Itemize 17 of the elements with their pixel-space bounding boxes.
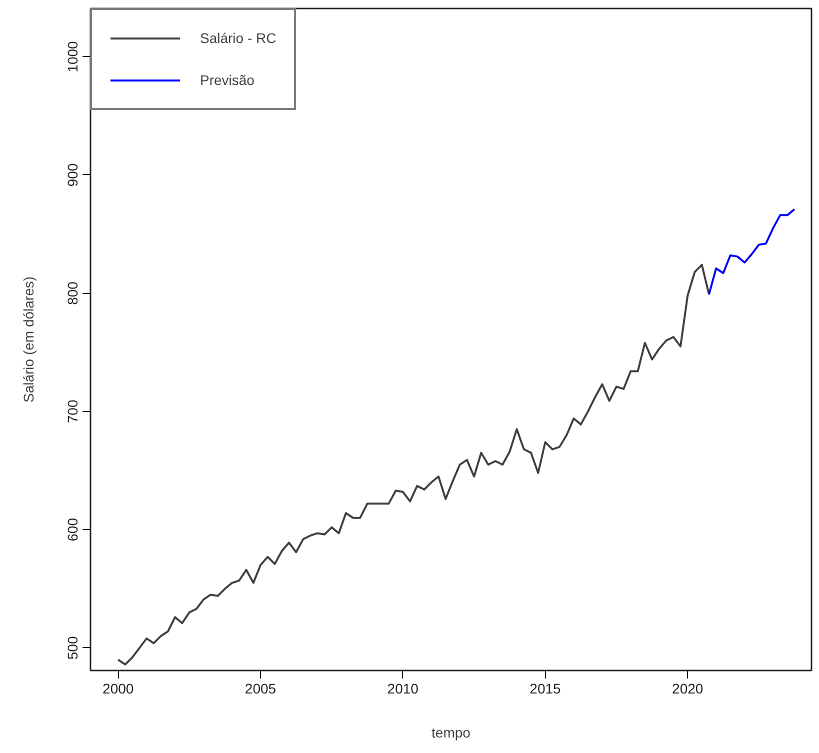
y-tick-label: 700 [64, 400, 80, 424]
y-tick-label: 500 [64, 636, 80, 660]
y-tick-label: 600 [64, 518, 80, 542]
y-tick-label: 1000 [64, 40, 80, 72]
x-axis-title: tempo [432, 724, 471, 740]
y-axis-title: Salário (em dólares) [20, 276, 36, 403]
legend-label: Previsão [200, 72, 254, 88]
x-tick-label: 2015 [530, 680, 562, 696]
line-series [117, 264, 710, 666]
line-series [708, 208, 796, 296]
y-tick-label: 900 [64, 163, 80, 187]
x-tick-label: 2010 [387, 680, 419, 696]
legend-label: Salário - RC [200, 30, 276, 46]
y-tick-label: 800 [64, 281, 80, 305]
x-tick-label: 2005 [244, 680, 276, 696]
x-tick-label: 2020 [672, 680, 704, 696]
x-tick-label: 2000 [102, 680, 134, 696]
